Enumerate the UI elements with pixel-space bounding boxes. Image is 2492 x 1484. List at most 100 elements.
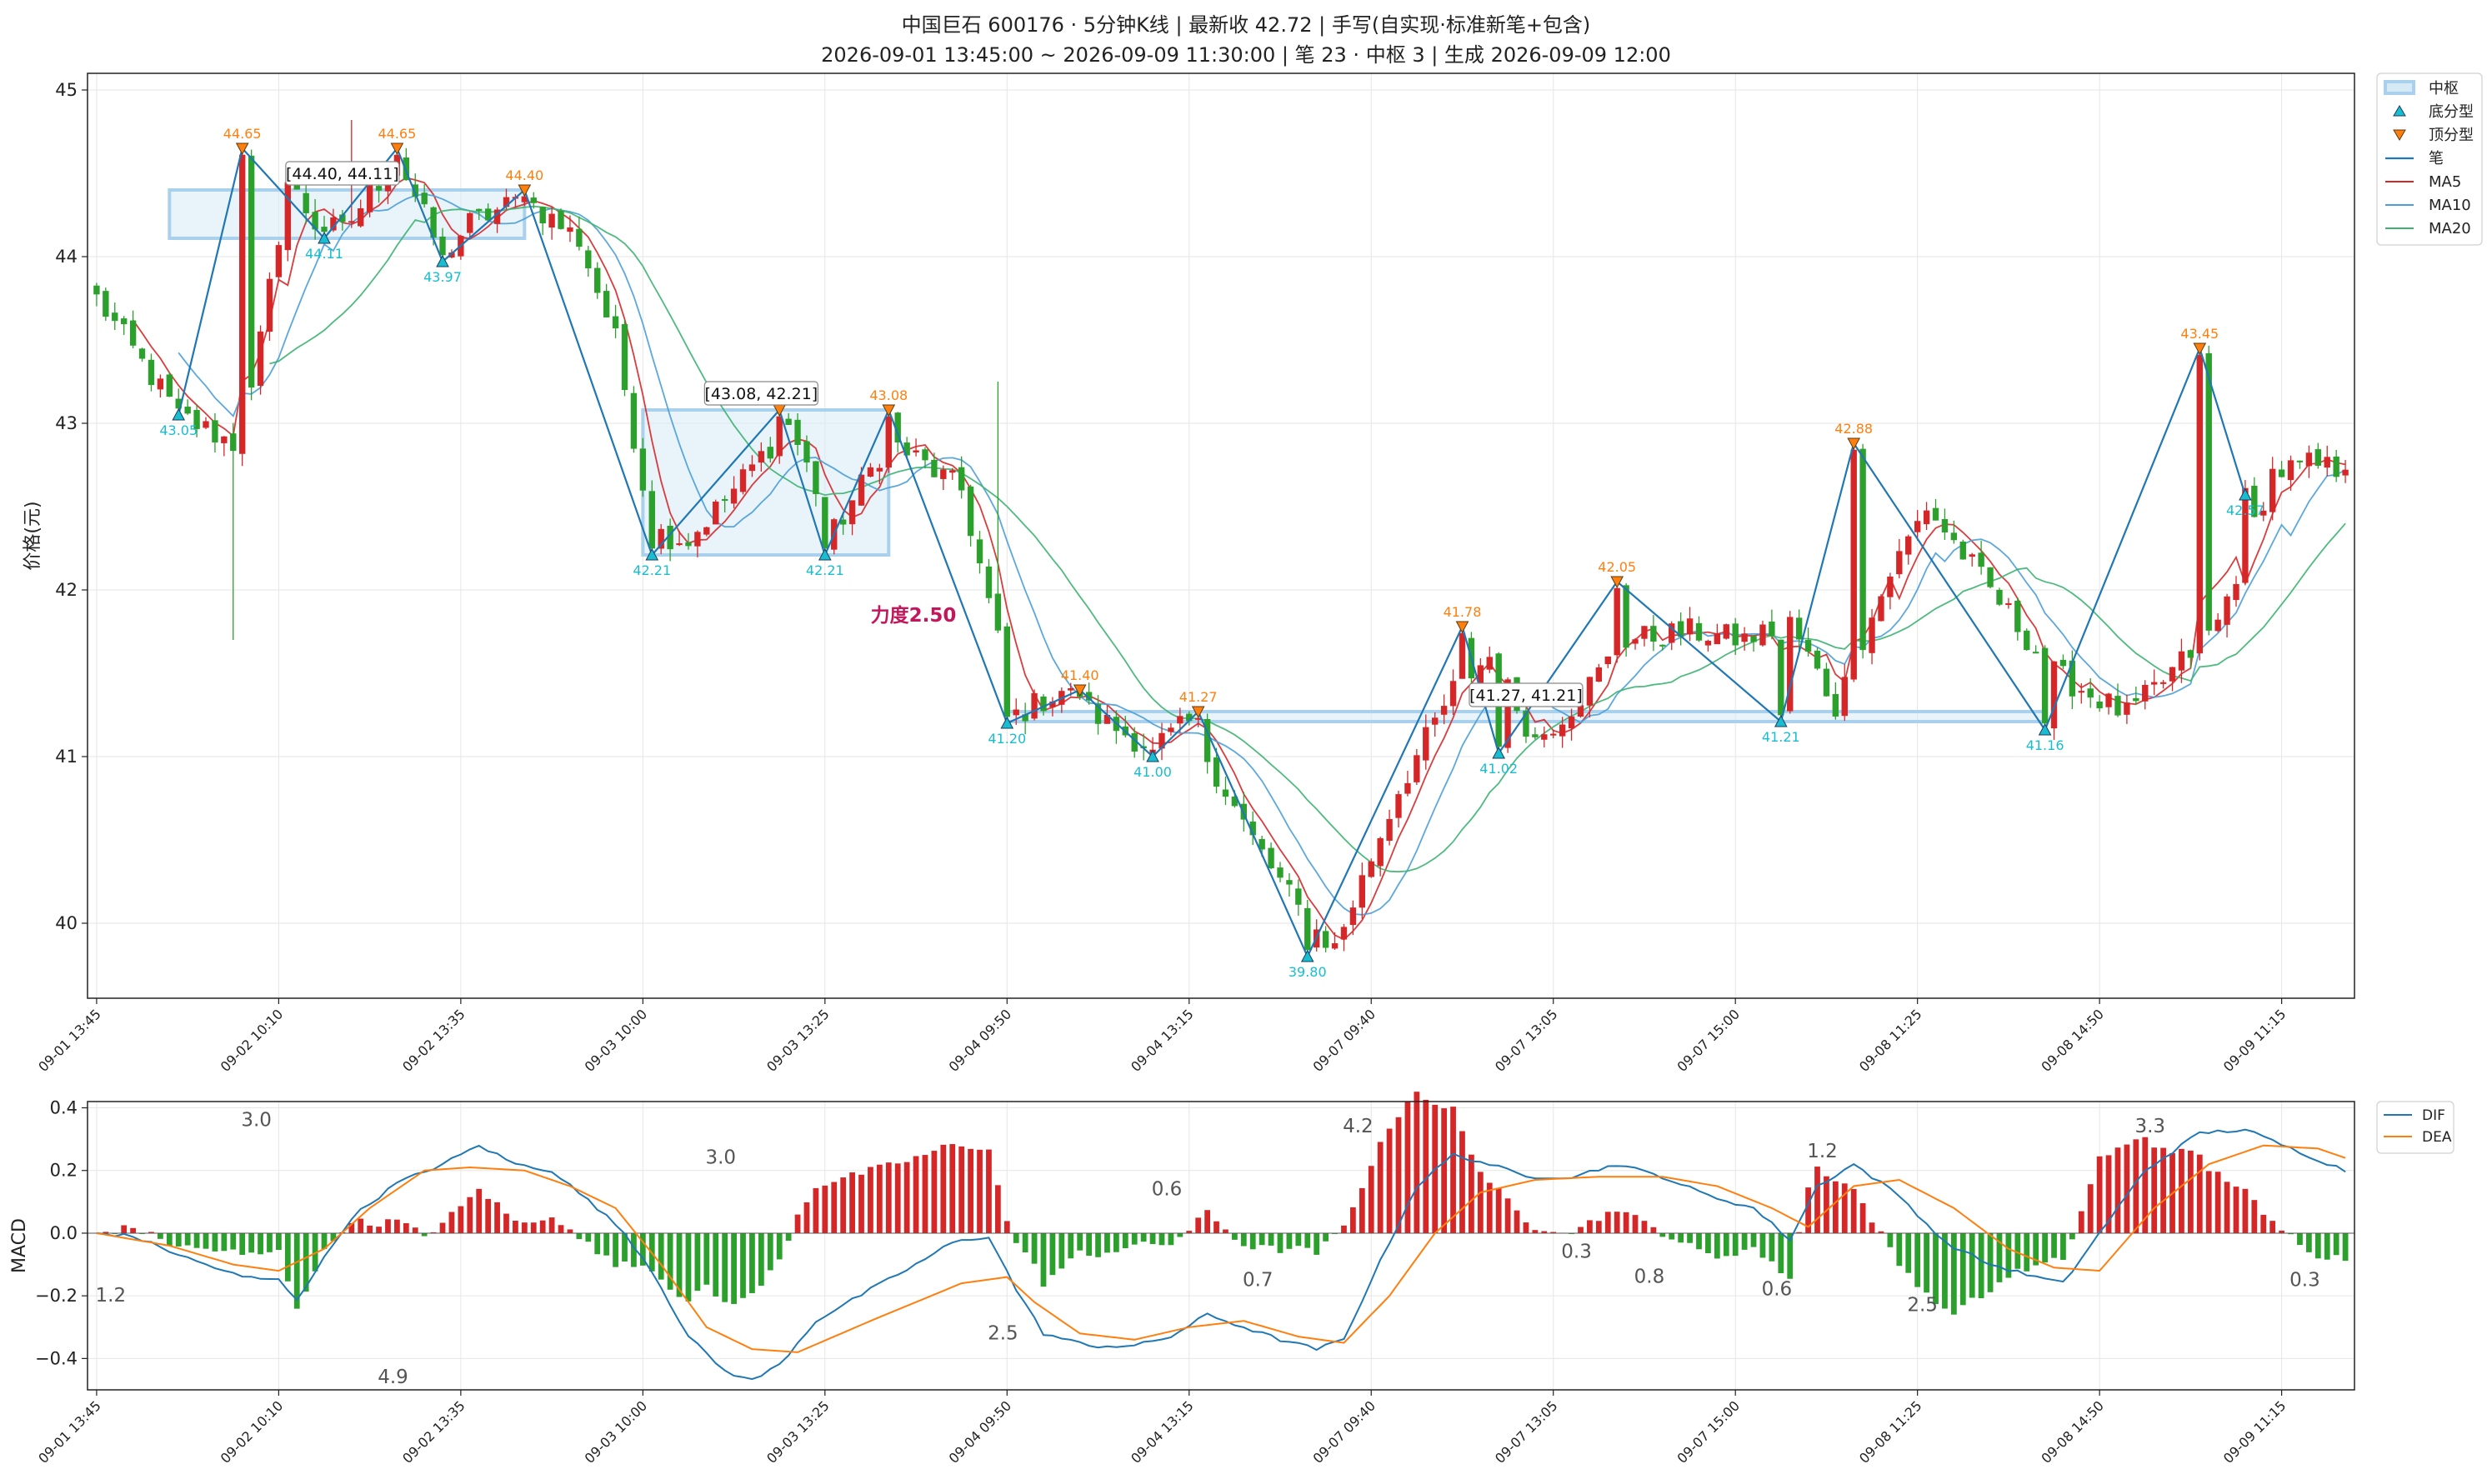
candle-body [1577, 705, 1584, 717]
candle-body [567, 227, 573, 232]
macd-bar-negative [639, 1232, 646, 1266]
macd-bar-negative [1732, 1232, 1739, 1257]
candle-body [1896, 551, 1903, 575]
candle-body [1659, 644, 1666, 647]
macd-bar-positive [1186, 1231, 1193, 1233]
macd-bar-positive [1477, 1172, 1484, 1233]
macd-bar-positive [1459, 1131, 1465, 1233]
macd-bar-negative [1996, 1232, 2003, 1282]
macd-bar-positive [1604, 1212, 1611, 1233]
macd-bar-positive [876, 1164, 883, 1233]
price-x-tick-label: 09-08 11:25 [1856, 1006, 1925, 1075]
macd-bar-negative [1696, 1232, 1702, 1250]
candle-body [1869, 617, 1875, 653]
macd-bar-negative [1950, 1232, 1957, 1315]
candle-body [1003, 626, 1010, 717]
candle-body [1423, 727, 1429, 761]
candle-body [1732, 623, 1739, 646]
macd-bar-negative [258, 1232, 263, 1255]
macd-bar-positive [1587, 1220, 1593, 1233]
macd-bar-positive [1495, 1187, 1502, 1233]
macd-bar-negative [2005, 1232, 2012, 1278]
candle-body [1804, 640, 1812, 652]
macd-bar-positive [458, 1206, 464, 1233]
candle-body [1750, 636, 1757, 642]
legend-ma20-label: MA20 [2429, 220, 2471, 237]
candle-body [1013, 709, 1019, 716]
macd-bar-positive [1223, 1229, 1228, 1233]
candle-body [2024, 630, 2030, 651]
price-x-tick-label: 09-07 09:40 [1310, 1006, 1379, 1075]
macd-x-tick-label: 09-04 13:15 [1128, 1397, 1197, 1467]
candle-body [1195, 717, 1202, 720]
candle-body [1950, 532, 1958, 541]
macd-bar-negative [158, 1232, 163, 1239]
price-x-tick-label: 09-03 10:00 [582, 1006, 651, 1075]
macd-bar-positive [1504, 1198, 1511, 1233]
macd-bar-positive [2133, 1139, 2139, 1233]
zhongshu-label-box [285, 161, 400, 186]
macd-bar-negative [1705, 1232, 1711, 1253]
macd-bar-negative [267, 1232, 273, 1252]
macd-bar-positive [1814, 1167, 1820, 1233]
macd-area-label: 3.3 [2134, 1116, 2165, 1137]
macd-bar-positive [558, 1225, 564, 1233]
macd-bar-positive [548, 1217, 555, 1233]
candle-body [484, 208, 492, 221]
candle-body [2214, 619, 2221, 632]
candle-body [639, 448, 647, 491]
macd-bar-positive [1832, 1181, 1839, 1233]
macd-bar-negative [1295, 1232, 1302, 1247]
macd-bar-negative [1022, 1232, 1028, 1253]
macd-bar-negative [2042, 1232, 2048, 1263]
macd-bar-negative [585, 1232, 592, 1242]
fx-bottom-price-label: 39.80 [1289, 964, 1327, 980]
candle-body [2096, 701, 2103, 709]
fx-bottom-price-label: 41.16 [2026, 737, 2064, 753]
candle-body [2114, 696, 2121, 716]
macd-bar-negative [713, 1232, 719, 1297]
macd-bar-positive [1404, 1101, 1411, 1233]
macd-bar-positive [1003, 1221, 1010, 1233]
macd-bar-positive [1869, 1222, 1875, 1233]
candle-body [1769, 621, 1775, 637]
candle-body [685, 542, 692, 547]
macd-bar-positive [1514, 1210, 1520, 1233]
macd-bar-positive [2078, 1211, 2084, 1233]
macd-bar-negative [166, 1232, 173, 1247]
candle-body [266, 278, 273, 332]
macd-bar-positive [1341, 1225, 1347, 1233]
candle-body [713, 501, 719, 525]
macd-bar-positive [513, 1220, 518, 1233]
candle-body [767, 447, 773, 459]
candle-body [822, 497, 828, 549]
fx-bottom-price-label: 41.21 [1762, 729, 1800, 745]
macd-bar-positive [367, 1225, 373, 1233]
candle-body [1504, 679, 1511, 748]
candle-body [1923, 510, 1930, 525]
candle-body [93, 285, 100, 295]
candle-body [1987, 567, 1994, 587]
macd-bar-positive [430, 1232, 437, 1233]
candle-body [2333, 456, 2339, 477]
macd-bar-positive [448, 1212, 455, 1233]
macd-bar-positive [1441, 1108, 1448, 1233]
macd-bar-negative [1168, 1232, 1174, 1246]
price-plot-frame [87, 72, 2355, 999]
candle-body [148, 359, 155, 386]
fx-bottom-marker [1774, 714, 1788, 727]
fx-top-marker [2193, 342, 2207, 356]
candle-body [1795, 617, 1803, 640]
macd-bar-positive [1641, 1221, 1648, 1233]
candle-body [1331, 943, 1339, 949]
macd-bar-negative [1131, 1232, 1138, 1245]
macd-bar-negative [1787, 1232, 1794, 1279]
fx-bottom-price-label: 41.20 [988, 731, 1026, 747]
macd-bar-positive [1414, 1092, 1420, 1233]
macd-bar-negative [1031, 1232, 1038, 1264]
candle-body [1595, 667, 1603, 682]
macd-bar-negative [1277, 1232, 1284, 1253]
candle-body [439, 236, 446, 256]
candle-body [1414, 755, 1420, 782]
candle-body [358, 207, 364, 227]
